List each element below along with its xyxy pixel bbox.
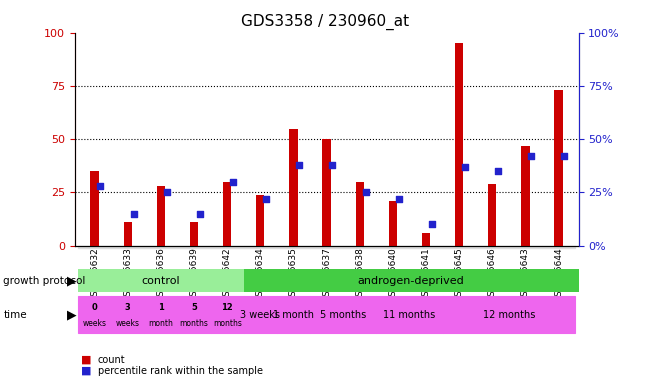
Bar	[177, 296, 211, 333]
Text: percentile rank within the sample: percentile rank within the sample	[98, 366, 263, 376]
Bar	[542, 246, 575, 248]
Bar	[277, 296, 310, 333]
Text: 1: 1	[158, 303, 164, 313]
Bar	[124, 222, 132, 246]
Bar	[343, 246, 376, 248]
Bar	[244, 296, 277, 333]
Text: 12 months: 12 months	[483, 310, 535, 320]
Bar	[78, 269, 244, 293]
Bar	[509, 246, 542, 248]
Text: 3: 3	[125, 303, 131, 313]
Bar	[244, 246, 277, 248]
Bar	[289, 129, 298, 246]
Bar	[244, 269, 578, 293]
Point	[559, 153, 569, 159]
Text: 3 weeks: 3 weeks	[240, 310, 280, 320]
Text: 5: 5	[191, 303, 197, 313]
Text: 1 month: 1 month	[273, 310, 314, 320]
Text: ▶: ▶	[67, 274, 77, 287]
Bar	[90, 171, 99, 246]
Bar	[211, 296, 244, 333]
Text: control: control	[142, 276, 180, 286]
Text: growth protocol: growth protocol	[3, 276, 86, 286]
Text: month: month	[148, 319, 174, 328]
Point	[227, 179, 238, 185]
Bar	[157, 186, 165, 246]
Bar	[310, 246, 343, 248]
Bar	[356, 182, 364, 246]
Text: weeks: weeks	[116, 319, 140, 328]
Bar	[488, 184, 497, 246]
Point	[294, 162, 304, 168]
Bar	[144, 296, 177, 333]
Point	[129, 211, 139, 217]
Bar	[455, 43, 463, 246]
Text: 5 months: 5 months	[320, 310, 367, 320]
Bar	[322, 139, 331, 246]
Text: 0: 0	[92, 303, 98, 313]
Point	[194, 211, 205, 217]
Bar	[376, 246, 410, 248]
Text: 11 months: 11 months	[384, 310, 436, 320]
Point	[426, 221, 437, 227]
Point	[460, 164, 470, 170]
Bar	[256, 195, 265, 246]
Bar	[443, 296, 575, 333]
Bar	[177, 246, 211, 248]
Text: ▶: ▶	[67, 308, 77, 321]
Bar	[376, 296, 443, 333]
Text: ■: ■	[81, 366, 92, 376]
Bar	[111, 246, 144, 248]
Bar	[521, 146, 530, 246]
Text: months: months	[213, 319, 242, 328]
Bar	[144, 246, 177, 248]
Bar	[389, 201, 397, 246]
Text: months: months	[179, 319, 209, 328]
Point	[393, 196, 404, 202]
Bar	[476, 246, 509, 248]
Bar	[554, 90, 563, 246]
Bar	[410, 246, 443, 248]
Text: count: count	[98, 355, 125, 365]
Text: androgen-deprived: androgen-deprived	[358, 276, 465, 286]
Point	[261, 196, 271, 202]
Point	[161, 189, 172, 195]
Bar	[211, 246, 244, 248]
Bar	[111, 296, 144, 333]
Bar	[78, 296, 111, 333]
Bar	[310, 296, 376, 333]
Bar	[277, 246, 310, 248]
Bar	[223, 182, 231, 246]
Text: ■: ■	[81, 355, 92, 365]
Point	[360, 189, 370, 195]
Bar	[422, 233, 430, 246]
Bar	[443, 246, 476, 248]
Text: 12: 12	[222, 303, 233, 313]
Text: GDS3358 / 230960_at: GDS3358 / 230960_at	[241, 13, 409, 30]
Bar	[190, 222, 198, 246]
Point	[493, 168, 503, 174]
Text: weeks: weeks	[83, 319, 107, 328]
Point	[327, 162, 337, 168]
Point	[96, 183, 106, 189]
Point	[526, 153, 536, 159]
Text: time: time	[3, 310, 27, 320]
Bar	[78, 246, 111, 248]
